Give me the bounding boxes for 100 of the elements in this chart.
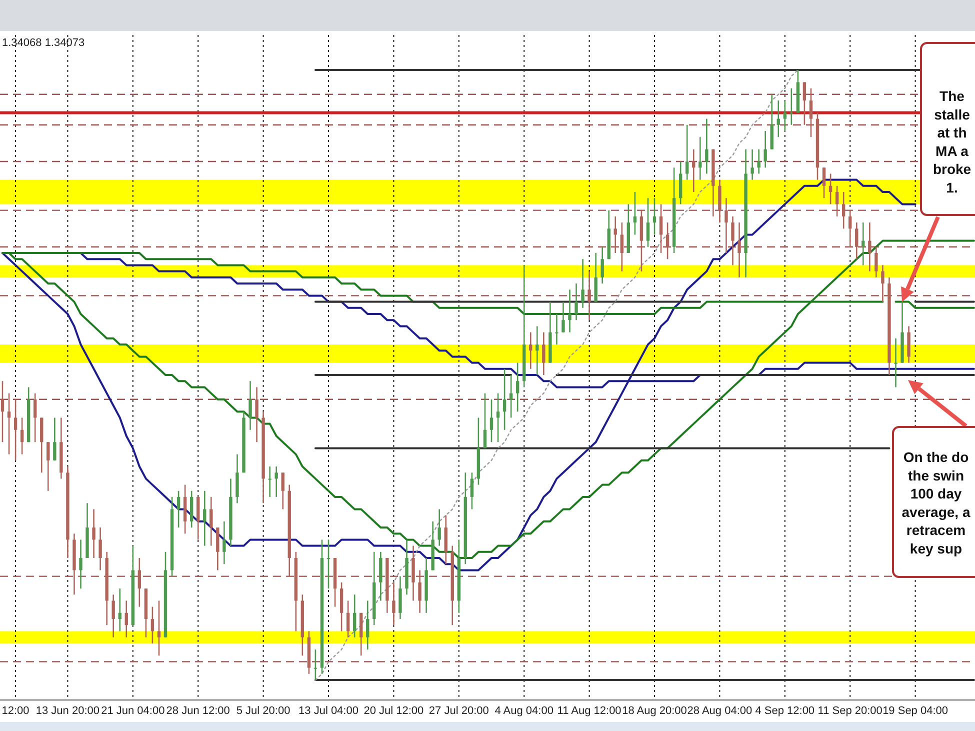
candlestick [802,82,806,126]
x-tick-label: 27 Jul 20:00 [428,705,489,717]
candlestick [698,136,702,180]
candlestick [176,490,180,528]
candlestick [555,313,558,346]
candlestick [124,600,128,638]
candlestick [496,392,500,443]
candlestick [418,570,422,614]
candlestick [46,441,50,492]
candlestick [633,191,637,236]
x-tick-label: 11 Sep 20:00 [818,705,882,717]
candlestick [724,197,728,254]
candlestick [652,197,656,236]
candlestick [0,380,4,443]
x-tick-label: 20 Jul 12:00 [364,705,424,717]
candlestick [268,466,272,498]
candlestick [79,539,82,590]
candlestick [828,173,832,205]
candlestick [438,508,441,546]
candlestick [881,264,884,302]
candlestick [666,222,670,260]
x-tick-label: 28 Aug 04:00 [687,705,752,717]
candlestick [7,392,11,455]
candlestick [855,222,858,260]
candlestick [894,338,898,388]
annotation: The stalle at th MA a broke 1. [932,88,972,196]
candlestick [822,166,826,199]
candlestick [614,216,617,254]
candlestick [98,526,102,571]
candlestick [274,466,278,498]
candlestick [783,100,786,132]
candlestick [157,600,161,656]
candlestick [659,204,663,254]
candlestick [738,222,741,278]
candlestick [483,392,487,449]
candlestick [281,472,284,510]
candlestick [705,118,708,174]
candlestick [620,222,624,272]
candlestick [210,496,213,546]
candlestick [862,222,865,266]
x-tick-label: 4 Aug 04:00 [494,705,554,717]
candlestick [646,197,650,248]
x-tick-label: 13 Jun 20:00 [36,705,100,717]
candlestick [222,520,226,565]
x-tick-label: 28 Jun 12:00 [166,705,230,717]
candlestick [392,582,396,626]
candlestick [776,100,780,138]
candlestick [326,539,330,590]
candlestick [750,148,754,180]
candlestick [118,588,122,632]
candlestick [509,374,513,418]
candlestick [542,332,546,376]
candlestick [516,362,520,412]
candlestick [34,392,37,443]
candlestick [835,185,839,218]
candlestick [842,191,846,230]
candlestick [731,216,734,266]
candlestick [809,88,813,138]
candlestick [470,472,474,510]
candlestick [502,368,506,431]
annotation: On the do the swin 100 day average, a retracem key sup [902,449,970,556]
candlestick [248,380,252,431]
candlestick [346,600,350,638]
candlestick [588,270,591,321]
candlestick [53,417,56,462]
candlestick [848,210,852,248]
candlestick [352,594,356,638]
candlestick [366,600,370,650]
candlestick [757,148,760,174]
x-tick-label: 13 Jul 04:00 [298,705,358,717]
candlestick [686,124,689,180]
candlestick [536,326,539,376]
candlestick [600,246,604,284]
x-tick-label: 18 Aug 20:00 [622,705,687,717]
candlestick [138,557,142,608]
candlestick [92,508,96,559]
chart-title: 1.34068 1.34073 [2,37,85,49]
candlestick [790,88,794,126]
candlestick [868,222,872,272]
candlestick [692,148,696,193]
x-tick-label: 11 Aug 12:00 [557,705,622,717]
candlestick [203,490,206,546]
candlestick [581,258,584,309]
candlestick [490,398,494,443]
candlestick [764,130,767,168]
candlestick [14,398,18,462]
candlestick [568,288,572,333]
x-tick-label: 5 Jul 20:00 [236,705,290,717]
candlestick [574,282,578,321]
x-tick-label: 21 Jun 04:00 [101,705,165,717]
candlestick [529,332,532,370]
x-tick-label: 12:00 [2,705,30,717]
candlestick [112,594,115,638]
candlestick [562,301,565,333]
candlestick [255,386,258,443]
candlestick [150,606,154,644]
candlestick [874,246,878,278]
x-tick-label: 4 Sep 12:00 [755,705,815,717]
x-tick-label: 19 Sep 04:00 [882,705,948,717]
candlestick [314,648,318,681]
